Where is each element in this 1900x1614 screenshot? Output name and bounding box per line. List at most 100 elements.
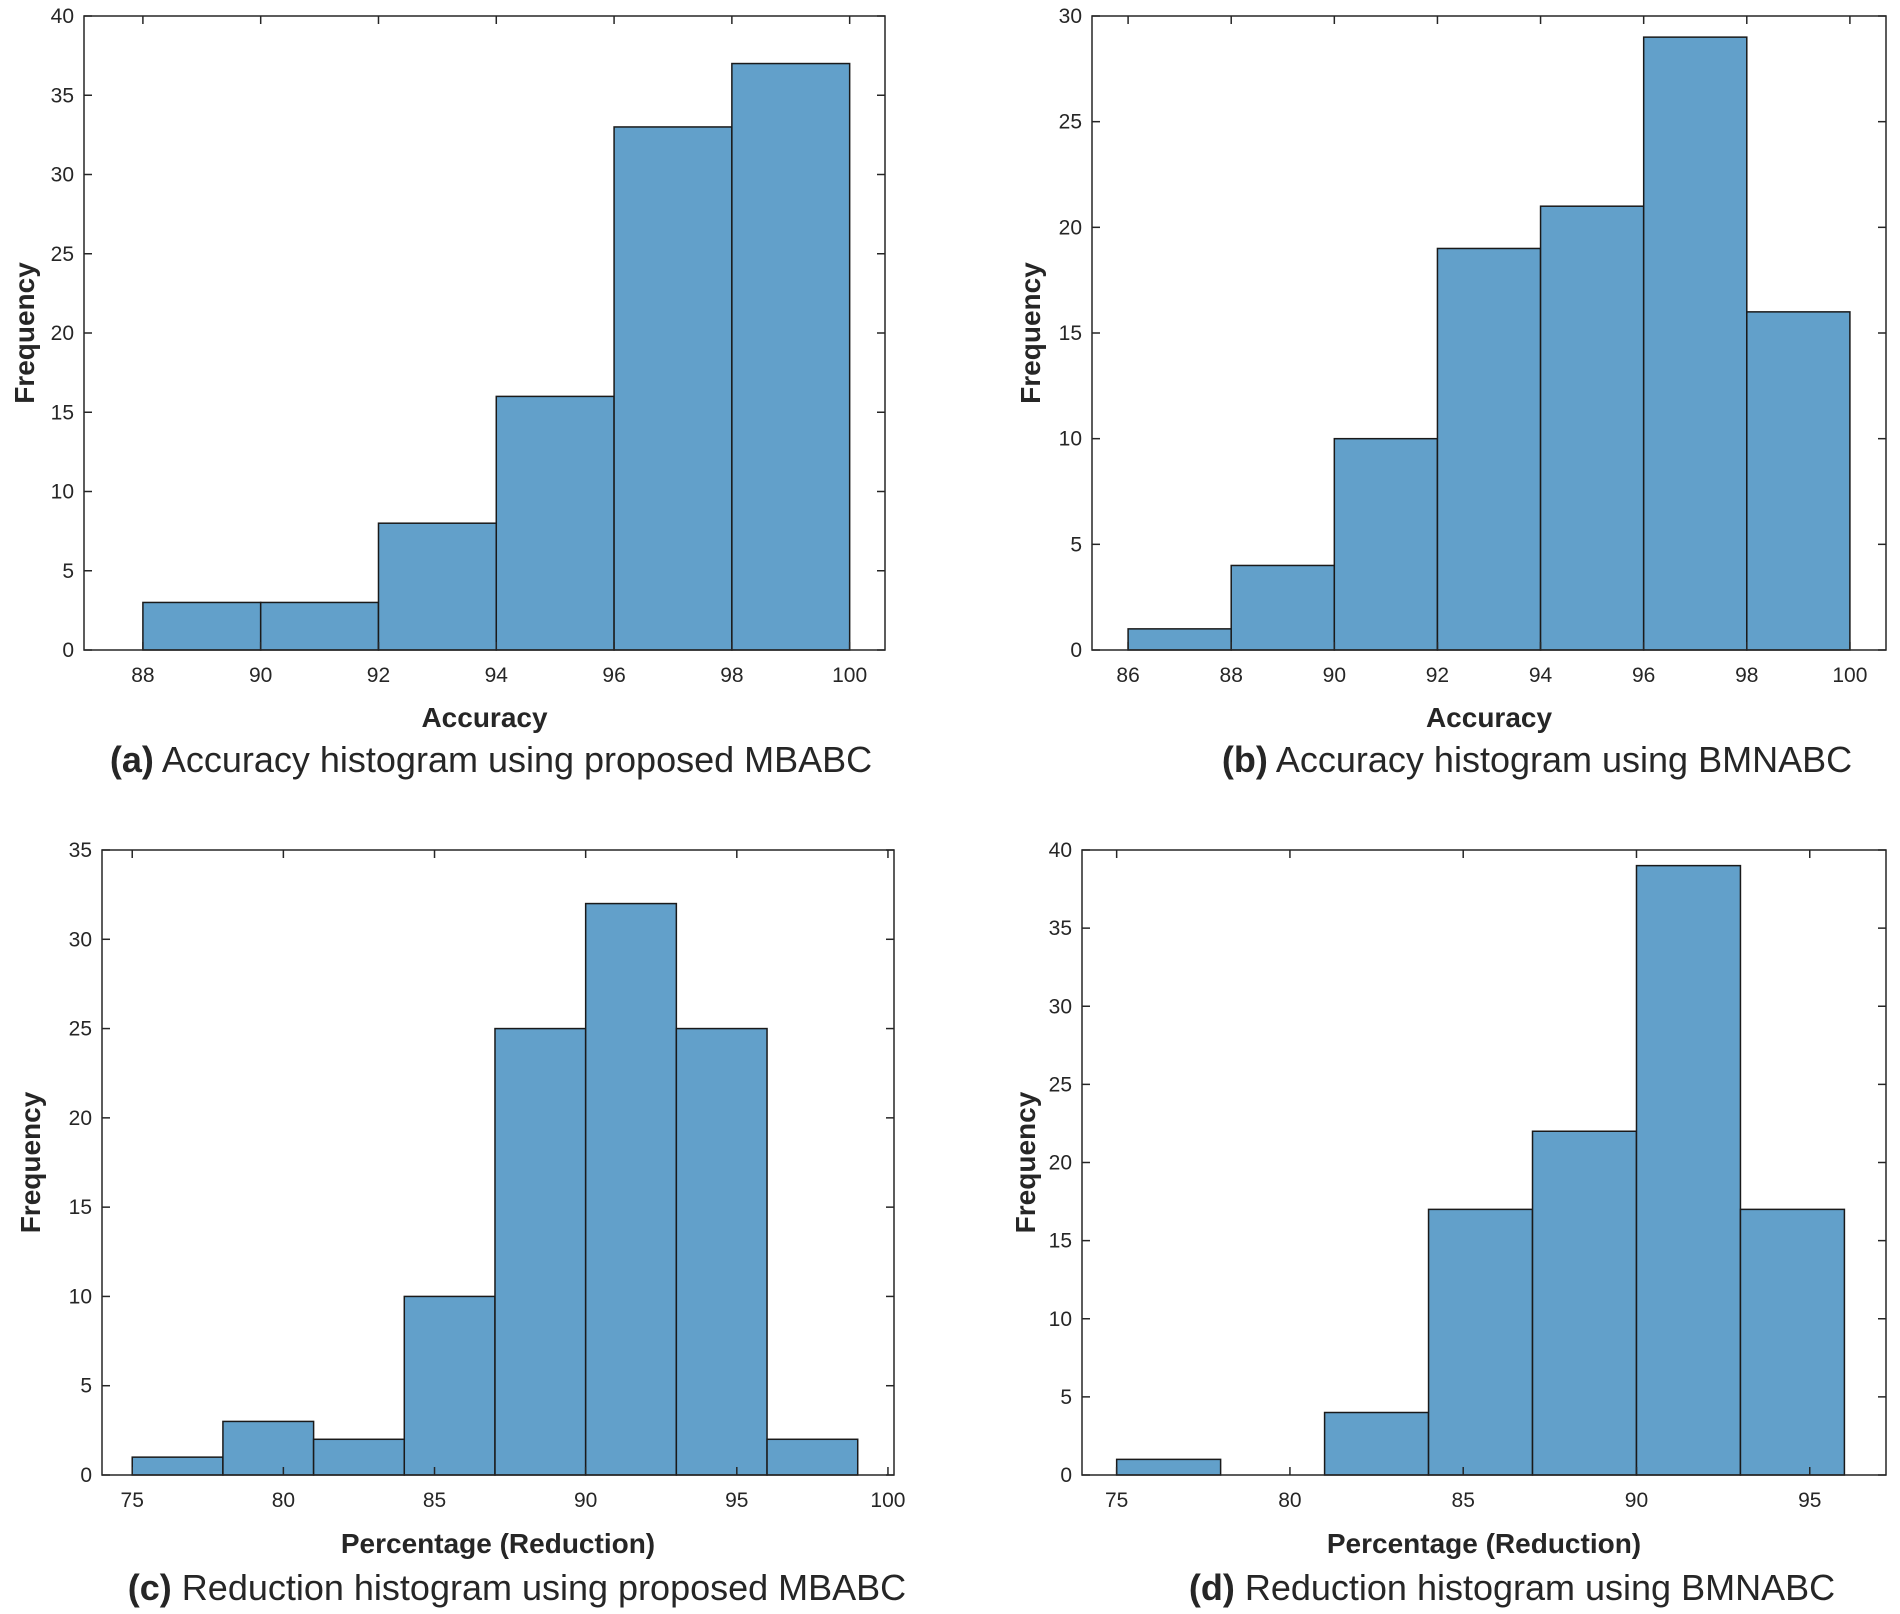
caption-text: Reduction histogram using proposed MBABC (172, 1567, 906, 1608)
x-tick-label: 88 (1220, 664, 1243, 687)
y-tick-label: 30 (51, 164, 74, 187)
x-tick-label: 88 (131, 664, 154, 687)
x-tick-label: 90 (1323, 664, 1346, 687)
y-tick-label: 15 (1059, 322, 1082, 345)
y-tick-label: 30 (69, 928, 92, 951)
histogram-bar (377, 522, 498, 651)
y-tick-label: 20 (51, 322, 74, 345)
histogram-bar (1539, 205, 1645, 651)
y-tick-label: 20 (1059, 216, 1082, 239)
caption-text: Reduction histogram using BMNABC (1235, 1567, 1835, 1608)
panel-caption: (a) Accuracy histogram using proposed MB… (110, 739, 872, 780)
y-axis-label: Frequency (9, 262, 40, 404)
x-tick-label: 100 (870, 1489, 905, 1512)
x-axis-label: Percentage (Reduction) (1327, 1528, 1641, 1559)
y-tick-label: 25 (1059, 111, 1082, 134)
y-tick-label: 15 (51, 401, 74, 424)
caption-prefix: (a) (110, 739, 154, 780)
panel-a: 0 5 10 15 20 25 30 35 40 88 90 92 94 96 98 100 Accuracy F… (9, 5, 886, 780)
panel-b: 0 5 10 15 20 25 30 86 88 90 92 94 96 98 100 Accuracy Fre… (1015, 5, 1887, 780)
histogram-bar (142, 601, 262, 651)
caption-text: Accuracy histogram using BMNABC (1268, 739, 1852, 780)
y-tick-label: 10 (51, 481, 74, 504)
histogram-bar (1323, 1411, 1430, 1476)
y-tick-label: 0 (1060, 1464, 1072, 1487)
x-tick-label: 75 (1105, 1489, 1128, 1512)
histogram-bar (222, 1420, 315, 1476)
panel-caption: (c) Reduction histogram using proposed M… (128, 1567, 906, 1608)
histogram-bar (766, 1438, 859, 1476)
histogram-bar (131, 1456, 224, 1476)
y-tick-label: 35 (1049, 917, 1072, 940)
panel-caption: (d) Reduction histogram using BMNABC (1189, 1567, 1835, 1608)
histogram-bar (1427, 1208, 1534, 1476)
x-tick-label: 85 (423, 1489, 446, 1512)
x-tick-label: 80 (272, 1489, 295, 1512)
histogram-bar (1746, 311, 1851, 651)
y-tick-label: 5 (1070, 533, 1082, 556)
x-tick-label: 98 (720, 664, 743, 687)
x-tick-label: 92 (367, 664, 390, 687)
caption-prefix: (b) (1222, 739, 1268, 780)
x-tick-label: 90 (574, 1489, 597, 1512)
y-axis-label: Frequency (1010, 1091, 1041, 1233)
y-tick-label: 0 (1070, 639, 1082, 662)
x-tick-label: 95 (1798, 1489, 1821, 1512)
histogram-bar (675, 1027, 768, 1476)
y-tick-label: 25 (69, 1018, 92, 1041)
histogram-bar (1230, 564, 1336, 651)
histogram-bar (1739, 1208, 1846, 1476)
x-tick-label: 96 (602, 664, 625, 687)
x-tick-label: 98 (1735, 664, 1758, 687)
histogram-bar (1436, 247, 1542, 651)
y-tick-label: 5 (80, 1375, 92, 1398)
y-tick-label: 0 (62, 639, 74, 662)
y-tick-label: 15 (1049, 1230, 1072, 1253)
y-tick-label: 10 (69, 1285, 92, 1308)
x-tick-label: 90 (249, 664, 272, 687)
y-tick-label: 15 (69, 1196, 92, 1219)
y-axis-label: Frequency (15, 1091, 46, 1233)
histogram-bar (494, 1027, 587, 1476)
panel-c: 0 5 10 15 20 25 30 35 75 80 85 90 95 100 Percentage (R… (15, 839, 906, 1608)
histogram-bar (1635, 864, 1742, 1476)
histogram-bar (495, 395, 615, 651)
histogram-bar (259, 601, 380, 651)
histogram-bar (584, 902, 678, 1476)
caption-prefix: (d) (1189, 1567, 1235, 1608)
histogram-bar (403, 1295, 496, 1476)
y-tick-label: 30 (1049, 995, 1072, 1018)
x-tick-label: 94 (1529, 664, 1553, 687)
histogram-bar (1642, 36, 1748, 651)
x-axis-label: Accuracy (421, 702, 548, 733)
y-tick-label: 20 (1049, 1152, 1072, 1175)
y-tick-label: 10 (1049, 1308, 1072, 1331)
x-axis-label: Percentage (Reduction) (341, 1528, 655, 1559)
caption-text: Accuracy histogram using proposed MBABC (154, 739, 872, 780)
y-tick-label: 5 (62, 560, 74, 583)
histogram-bar (1531, 1130, 1638, 1476)
histogram-bar (1333, 437, 1439, 651)
y-tick-label: 30 (1059, 5, 1082, 28)
x-tick-label: 95 (725, 1489, 748, 1512)
y-tick-label: 5 (1060, 1386, 1072, 1409)
y-tick-label: 40 (51, 5, 74, 28)
x-tick-label: 86 (1116, 664, 1139, 687)
y-tick-label: 20 (69, 1107, 92, 1130)
histogram-bar (1115, 1458, 1222, 1476)
x-tick-label: 90 (1625, 1489, 1648, 1512)
panel-d: 0 5 10 15 20 25 30 35 40 75 80 85 90 95 Percentage (Re… (1010, 839, 1887, 1608)
histogram-bar (1127, 628, 1232, 651)
x-tick-label: 85 (1452, 1489, 1475, 1512)
x-axis-label: Accuracy (1426, 702, 1553, 733)
y-tick-label: 35 (51, 84, 74, 107)
x-tick-label: 100 (832, 664, 867, 687)
y-tick-label: 25 (51, 243, 74, 266)
y-tick-label: 10 (1059, 428, 1082, 451)
x-tick-label: 96 (1632, 664, 1655, 687)
y-tick-label: 25 (1049, 1073, 1072, 1096)
x-tick-label: 75 (121, 1489, 144, 1512)
x-tick-label: 92 (1426, 664, 1449, 687)
histogram-bar (613, 126, 733, 651)
